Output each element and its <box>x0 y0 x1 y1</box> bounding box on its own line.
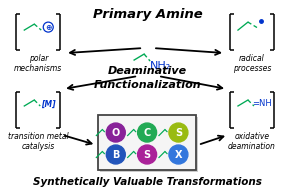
Circle shape <box>137 145 157 164</box>
Text: radical
processes: radical processes <box>233 54 271 74</box>
Text: Deaminative
Functionalization: Deaminative Functionalization <box>94 66 201 90</box>
Text: S: S <box>144 149 151 160</box>
Text: C: C <box>143 128 151 138</box>
Text: [M]: [M] <box>41 99 55 108</box>
Text: Synthetically Valuable Transformations: Synthetically Valuable Transformations <box>33 177 262 187</box>
Text: transition metal
catalysis: transition metal catalysis <box>8 132 68 151</box>
Circle shape <box>169 123 188 142</box>
Text: =NH: =NH <box>252 99 272 108</box>
Text: X: X <box>175 149 182 160</box>
Text: oxidative
deamination: oxidative deamination <box>228 132 276 151</box>
Text: B: B <box>112 149 119 160</box>
Circle shape <box>106 123 125 142</box>
FancyBboxPatch shape <box>98 115 196 170</box>
FancyBboxPatch shape <box>100 117 198 172</box>
Circle shape <box>169 145 188 164</box>
Circle shape <box>106 145 125 164</box>
Text: O: O <box>112 128 120 138</box>
Text: NH₂: NH₂ <box>150 61 171 71</box>
Text: S: S <box>175 128 182 138</box>
Text: polar
mechanisms: polar mechanisms <box>14 54 62 74</box>
Circle shape <box>137 123 157 142</box>
Text: ⊕: ⊕ <box>45 23 51 32</box>
Text: Primary Amine: Primary Amine <box>93 8 202 21</box>
